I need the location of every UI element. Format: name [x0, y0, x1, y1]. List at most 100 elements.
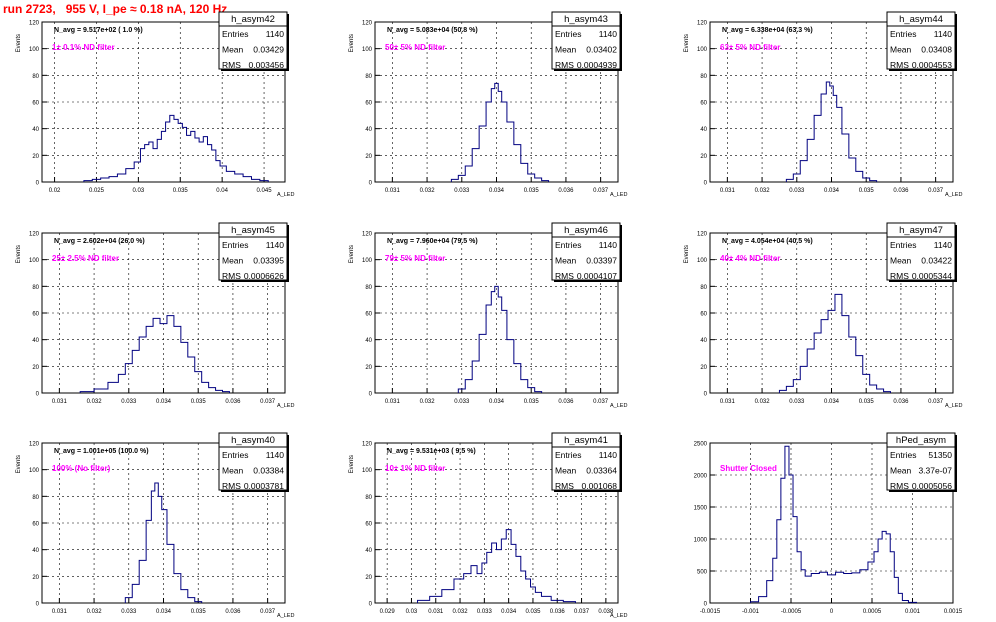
stat-value-entries: 1140 — [266, 240, 285, 250]
histogram-name: h_asym41 — [564, 435, 608, 446]
stats-box — [551, 222, 621, 281]
x-tick-label: 0.032 — [420, 399, 436, 405]
stat-label-entries: Entries — [555, 29, 581, 39]
filter-note: Shutter Closed — [720, 464, 777, 473]
y-tick-label: 80 — [32, 495, 39, 501]
y-tick-label: 0 — [704, 181, 708, 187]
histogram-name: h_asym44 — [899, 14, 943, 25]
x-axis-label: A_LED — [277, 192, 294, 198]
stat-value-rms: 0.0006626 — [244, 271, 284, 281]
filter-note: 1± 0.1% ND filter — [52, 43, 115, 52]
y-tick-label: 80 — [32, 285, 39, 291]
stat-label-mean: Mean — [555, 466, 577, 476]
x-tick-label: 0.031 — [52, 399, 68, 405]
y-tick-label: 20 — [32, 365, 39, 371]
y-tick-label: 100 — [29, 47, 40, 53]
stat-label-mean: Mean — [222, 466, 244, 476]
stat-value-rms: 0.0005344 — [912, 271, 952, 281]
x-tick-label: 0.045 — [257, 188, 273, 194]
stat-label-entries: Entries — [890, 240, 916, 250]
y-tick-label: 20 — [365, 154, 372, 160]
y-axis-label: Events — [16, 455, 22, 473]
y-tick-label: 60 — [365, 101, 372, 107]
stat-value-rms: 0.0005056 — [912, 481, 952, 491]
histogram-panel-h_asym47: 0 20 40 60 80 100 120 0.031 0.032 0.033 0.034 0.035… — [684, 222, 962, 409]
stat-label-mean: Mean — [890, 256, 912, 266]
y-tick-label: 500 — [697, 570, 708, 576]
x-tick-label: 0.034 — [489, 188, 505, 194]
histogram-panel-h_asym44: 0 20 40 60 80 100 120 0.031 0.032 0.033 0.034 0.035… — [684, 11, 962, 198]
x-tick-label: 0.035 — [859, 399, 875, 405]
stat-value-entries: 1140 — [934, 240, 953, 250]
x-tick-label: 0.033 — [789, 399, 805, 405]
y-tick-label: 100 — [29, 468, 40, 474]
y-tick-label: 0 — [704, 602, 708, 608]
stat-label-entries: Entries — [222, 450, 248, 460]
y-tick-label: 60 — [32, 101, 39, 107]
y-axis-label: Events — [349, 455, 355, 473]
stat-value-mean: 0.03429 — [253, 45, 284, 55]
y-tick-label: 80 — [700, 74, 707, 80]
x-tick-label: 0.035 — [191, 399, 207, 405]
y-tick-label: 2000 — [694, 474, 708, 480]
stat-label-mean: Mean — [222, 45, 244, 55]
y-tick-label: 40 — [32, 548, 39, 554]
histogram-series-h_asym46 — [457, 285, 543, 393]
histogram-panel-h_asym43: 0 20 40 60 80 100 120 0.031 0.032 0.033 0.034 0.035… — [349, 11, 627, 198]
x-tick-label: 0.032 — [453, 609, 469, 615]
x-tick-label: 0.033 — [789, 188, 805, 194]
y-tick-label: 40 — [32, 338, 39, 344]
y-tick-label: 60 — [32, 522, 39, 528]
y-tick-label: 120 — [362, 442, 373, 448]
x-tick-label: 0.001 — [905, 609, 921, 615]
stat-value-rms: 0.0003781 — [244, 481, 284, 491]
stat-label-entries: Entries — [222, 240, 248, 250]
stats-box — [886, 222, 956, 281]
stat-label-mean: Mean — [890, 45, 912, 55]
y-tick-label: 100 — [362, 258, 373, 264]
navg-label: N_avg = 1.001e+05 (100.0 %) — [54, 448, 149, 455]
x-tick-label: 0.034 — [489, 399, 505, 405]
y-tick-label: 60 — [700, 312, 707, 318]
stat-label-rms: RMS — [222, 481, 241, 491]
histogram-panel-hPed_asym: 0 500 1000 1500 2000 2500 -0.0015 -0.001 -0.0005… — [694, 432, 963, 615]
x-tick-label: 0.034 — [501, 609, 517, 615]
y-tick-label: 20 — [32, 154, 39, 160]
stats-box — [886, 432, 956, 491]
stat-value-mean: 0.03384 — [253, 466, 284, 476]
x-tick-label: 0.0015 — [944, 609, 963, 615]
x-tick-label: 0.031 — [428, 609, 444, 615]
stat-value-rms: 0.001068 — [582, 481, 618, 491]
y-tick-label: 80 — [365, 285, 372, 291]
y-tick-label: 120 — [29, 21, 40, 27]
stat-label-rms: RMS — [222, 60, 241, 70]
y-tick-label: 0 — [36, 602, 40, 608]
histogram-name: h_asym40 — [231, 435, 275, 446]
x-tick-label: 0.033 — [121, 609, 137, 615]
y-tick-label: 0 — [369, 602, 373, 608]
stat-value-mean: 3.37e-07 — [918, 466, 952, 476]
y-tick-label: 0 — [36, 392, 40, 398]
stat-value-entries: 1140 — [599, 450, 618, 460]
y-tick-label: 20 — [700, 365, 707, 371]
y-tick-label: 60 — [365, 522, 372, 528]
stat-label-entries: Entries — [555, 240, 581, 250]
stat-value-entries: 1140 — [934, 29, 953, 39]
x-tick-label: 0.02 — [49, 188, 61, 194]
x-tick-label: 0.035 — [525, 609, 541, 615]
navg-label: N_avg = 9.531e+03 ( 9.5 %) — [387, 448, 476, 455]
y-tick-label: 80 — [365, 74, 372, 80]
x-axis-label: A_LED — [610, 192, 627, 198]
y-tick-label: 100 — [362, 468, 373, 474]
y-tick-label: 120 — [29, 232, 40, 238]
navg-label: N_avg = 4.054e+04 (40.5 %) — [722, 238, 813, 245]
filter-note: 10± 1% ND filter — [385, 464, 445, 473]
y-axis-label: Events — [349, 34, 355, 52]
y-tick-label: 40 — [32, 127, 39, 133]
x-tick-label: 0.029 — [380, 609, 396, 615]
y-tick-label: 0 — [36, 181, 40, 187]
histogram-panel-h_asym46: 0 20 40 60 80 100 120 0.031 0.032 0.033 0.034 0.035… — [349, 222, 627, 409]
stat-label-entries: Entries — [555, 450, 581, 460]
stats-box — [218, 432, 288, 491]
histogram-panel-h_asym40: 0 20 40 60 80 100 120 0.031 0.032 0.033 0.034 0.035… — [16, 432, 294, 619]
